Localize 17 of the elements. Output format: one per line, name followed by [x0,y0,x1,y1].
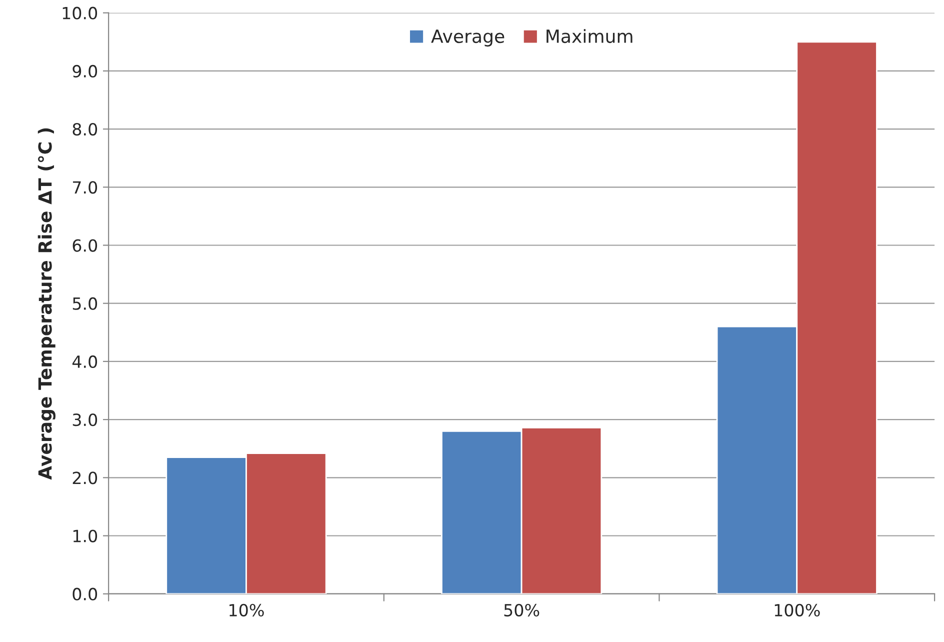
y-tick-label: 4.0 [72,355,98,368]
y-axis-title: Average Temperature Rise ΔT (°C ) [38,128,56,480]
y-tick-label: 3.0 [72,414,98,426]
y-tick-label: 1.0 [73,530,98,542]
y-tick-label: 8.0 [72,123,98,136]
y-tick-label: 6.0 [72,239,98,252]
y-tick-label: 10.0 [62,6,98,20]
legend-label: Average [431,30,504,47]
legend-label: Maximum [546,29,632,44]
y-tick-label: 5.0 [72,297,98,310]
x-tick-label: 10% [230,604,264,616]
y-tick-label: 2.0 [72,472,98,484]
x-tick-label: 100% [774,604,820,616]
y-tick-label: 0.0 [72,588,98,600]
y-tick-label: 7.0 [73,181,98,194]
x-tick-label: 50% [504,604,540,616]
y-tick-label: 9.0 [72,64,98,78]
